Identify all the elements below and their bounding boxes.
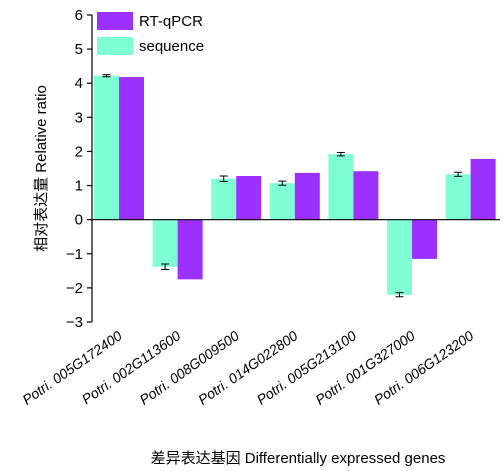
y-tick-label-4: 1 xyxy=(75,178,83,195)
bar-rtqpcr-6 xyxy=(412,219,437,259)
y-tick-label-7: 4 xyxy=(75,75,83,92)
error-bar-sequence-7 xyxy=(454,171,463,177)
bar-sequence-3 xyxy=(211,178,237,220)
category-label-1: Potri. 005G172400 xyxy=(19,327,125,408)
bar-sequence-6 xyxy=(387,219,412,295)
bar-rtqpcr-2 xyxy=(177,219,203,280)
error-bar-sequence-6 xyxy=(395,292,404,298)
bar-rtqpcr-1 xyxy=(119,77,144,220)
bars-layer xyxy=(94,75,496,295)
bar-rtqpcr-4 xyxy=(294,172,320,220)
y-tick-label-6: 3 xyxy=(75,109,83,126)
category-label-3: Potri. 008G009500 xyxy=(136,327,242,408)
category-label-2: Potri. 002G113600 xyxy=(79,327,184,407)
error-bar-sequence-1 xyxy=(102,74,111,78)
legend: RT-qPCR sequence xyxy=(97,12,204,55)
error-bar-sequence-2 xyxy=(161,263,170,270)
category-label-7: Potri. 006G123200 xyxy=(371,327,477,408)
category-label-4: Potri. 014G022800 xyxy=(195,327,301,408)
bar-sequence-1 xyxy=(94,75,119,220)
y-axis-title: 相对表达量 Relative ratio xyxy=(33,85,50,252)
bar-rtqpcr-5 xyxy=(353,171,379,220)
category-label-5: Potri. 005G213100 xyxy=(254,327,360,408)
bar-rtqpcr-7 xyxy=(470,158,496,220)
y-tick-label-2: −1 xyxy=(66,246,83,263)
bar-sequence-2 xyxy=(152,219,178,267)
y-tick-label-3: 0 xyxy=(75,212,83,229)
error-bar-sequence-5 xyxy=(336,151,345,157)
axes-layer xyxy=(91,15,500,322)
y-tick-label-0: −3 xyxy=(66,314,83,331)
category-label-6: Potri. 001G327000 xyxy=(312,327,418,408)
y-tick-label-8: 5 xyxy=(75,41,83,58)
bar-sequence-5 xyxy=(328,154,354,220)
legend-label-1: RT-qPCR xyxy=(139,13,203,30)
legend-label-2: sequence xyxy=(139,38,204,55)
x-axis-title: 差异表达基因 Differentially expressed genes xyxy=(151,450,446,467)
bar-sequence-7 xyxy=(445,174,471,220)
y-tick-label-1: −2 xyxy=(66,280,83,297)
error-bar-sequence-3 xyxy=(219,175,228,182)
bar-rtqpcr-3 xyxy=(236,176,262,220)
y-tick-label-9: 6 xyxy=(75,7,83,24)
legend-swatch-1 xyxy=(97,12,133,30)
error-bars-layer xyxy=(102,74,463,298)
legend-swatch-2 xyxy=(97,37,133,55)
y-tick-label-5: 2 xyxy=(75,143,83,160)
y-ticks-layer: −3 −2 −1 0 1 2 3 4 5 6 xyxy=(66,7,92,331)
bar-sequence-4 xyxy=(269,183,295,220)
error-bar-sequence-4 xyxy=(278,180,287,186)
